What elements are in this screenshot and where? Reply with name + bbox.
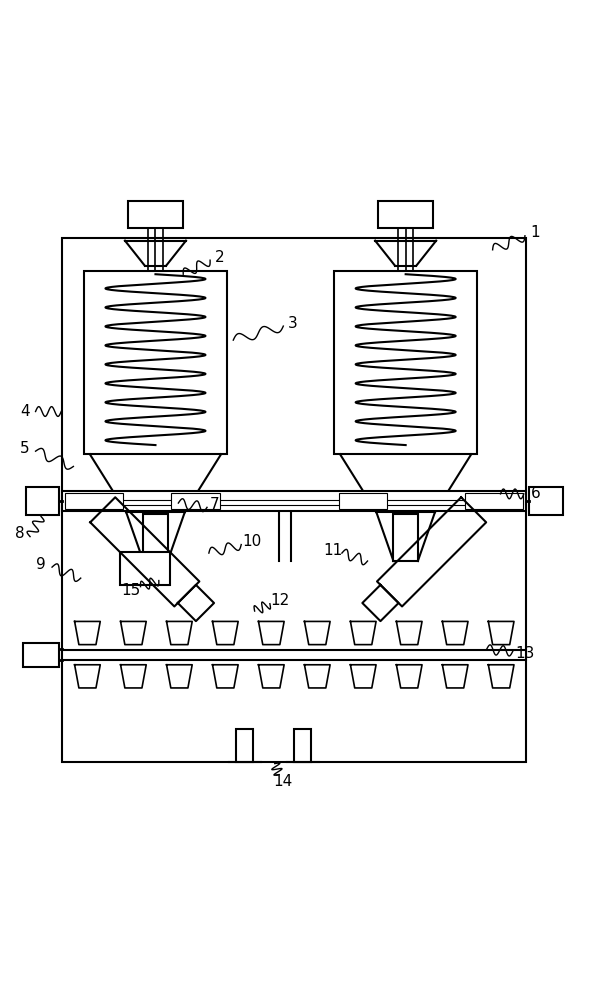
Text: 9: 9 <box>36 557 46 572</box>
Text: 8: 8 <box>15 526 25 541</box>
Bar <box>394 514 418 561</box>
Bar <box>334 271 478 454</box>
Text: 12: 12 <box>270 593 289 608</box>
Bar <box>465 493 523 509</box>
Text: 5: 5 <box>20 441 29 456</box>
Text: 14: 14 <box>273 774 293 789</box>
Bar <box>66 493 123 509</box>
Bar <box>84 271 227 454</box>
Bar <box>529 487 563 515</box>
Bar <box>23 643 59 667</box>
Bar <box>171 493 219 509</box>
Bar <box>378 201 433 228</box>
Text: 11: 11 <box>323 543 343 558</box>
Text: 6: 6 <box>530 486 540 501</box>
Bar <box>237 729 253 762</box>
Bar <box>66 500 523 505</box>
Bar <box>63 491 526 511</box>
Bar <box>120 552 170 585</box>
Text: 10: 10 <box>242 534 261 549</box>
Bar <box>294 729 311 762</box>
Text: 1: 1 <box>530 225 540 240</box>
Bar <box>128 201 183 228</box>
Bar <box>63 238 526 762</box>
Bar <box>63 650 526 660</box>
Text: 13: 13 <box>516 646 535 661</box>
Bar <box>143 514 168 561</box>
Text: 4: 4 <box>20 404 29 419</box>
Text: 2: 2 <box>215 250 224 265</box>
Bar <box>338 493 387 509</box>
Text: 15: 15 <box>121 583 140 598</box>
Bar <box>26 487 59 515</box>
Text: 7: 7 <box>210 497 220 512</box>
Text: 3: 3 <box>288 316 298 331</box>
